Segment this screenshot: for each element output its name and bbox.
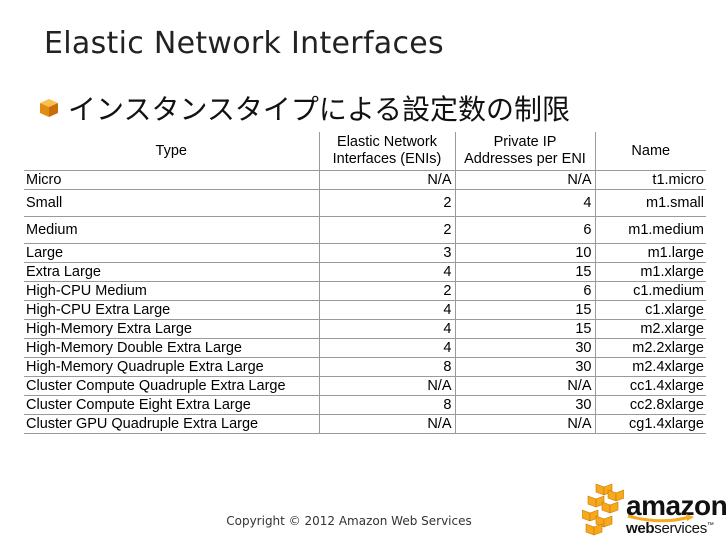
cell-type: Micro — [24, 170, 320, 190]
cell-ips: 30 — [455, 357, 596, 377]
cell-enis: 2 — [319, 216, 456, 244]
header-ips: Private IP Addresses per ENI — [454, 132, 596, 171]
table-row: High-Memory Double Extra Large 4 30 m2.2… — [24, 338, 706, 358]
table-row: High-Memory Quadruple Extra Large 8 30 m… — [24, 357, 706, 377]
cell-ips: N/A — [455, 170, 596, 190]
cell-type: Small — [24, 189, 320, 217]
table-row: High-CPU Extra Large 4 15 c1.xlarge — [24, 300, 706, 320]
cell-name: cc1.4xlarge — [595, 376, 706, 396]
cell-enis: 4 — [319, 319, 456, 339]
logo-sub-services: services — [654, 520, 707, 537]
cell-enis: 4 — [319, 300, 456, 320]
cell-enis: 2 — [319, 189, 456, 217]
table-row: Cluster Compute Eight Extra Large 8 30 c… — [24, 395, 706, 415]
smile-arrow-icon — [627, 514, 694, 523]
table-row: Small 2 4 m1.small — [24, 189, 706, 217]
cell-enis: N/A — [319, 414, 456, 434]
table-header-row: Type Elastic Network Interfaces (ENIs) P… — [24, 132, 706, 171]
bullet-text: インスタンスタイプによる設定数の制限 — [68, 93, 571, 126]
cell-type: Large — [24, 243, 320, 263]
logo-sub-web: web — [626, 520, 655, 537]
table-row: High-Memory Extra Large 4 15 m2.xlarge — [24, 319, 706, 339]
cell-ips: N/A — [455, 414, 596, 434]
copyright-footer: Copyright © 2012 Amazon Web Services — [226, 514, 472, 528]
cell-name: m1.xlarge — [595, 262, 706, 282]
logo-tm: ™ — [706, 522, 714, 529]
cell-name: m1.large — [595, 243, 706, 263]
cell-ips: 30 — [455, 395, 596, 415]
cell-ips: 6 — [455, 216, 596, 244]
cell-name: c1.xlarge — [595, 300, 706, 320]
cell-ips: 30 — [455, 338, 596, 358]
cell-type: High-CPU Medium — [24, 281, 320, 301]
cell-type: High-CPU Extra Large — [24, 300, 320, 320]
cell-name: m1.medium — [595, 216, 706, 244]
cube-bullet-icon — [40, 99, 58, 117]
table-row: Medium 2 6 m1.medium — [24, 216, 706, 244]
cell-name: cc2.8xlarge — [595, 395, 706, 415]
aws-boxes-icon — [582, 483, 624, 536]
cell-name: cg1.4xlarge — [595, 414, 706, 434]
cell-enis: 2 — [319, 281, 456, 301]
cell-type: High-Memory Quadruple Extra Large — [24, 357, 320, 377]
cell-ips: 15 — [455, 319, 596, 339]
header-ips-line2: Addresses per ENI — [464, 151, 586, 167]
cell-ips: 6 — [455, 281, 596, 301]
aws-logo: amazon webservices™ — [582, 478, 728, 542]
cell-type: Medium — [24, 216, 320, 244]
cell-enis: 8 — [319, 357, 456, 377]
header-type: Type — [24, 132, 320, 171]
cell-enis: 3 — [319, 243, 456, 263]
header-enis-line1: Elastic Network — [337, 134, 437, 150]
cell-ips: N/A — [455, 376, 596, 396]
cell-name: t1.micro — [595, 170, 706, 190]
cell-enis: 8 — [319, 395, 456, 415]
table-row: Large 3 10 m1.large — [24, 243, 706, 263]
cell-type: High-Memory Extra Large — [24, 319, 320, 339]
instance-limits-table: Type Elastic Network Interfaces (ENIs) P… — [24, 132, 706, 434]
cell-enis: N/A — [319, 376, 456, 396]
cell-ips: 4 — [455, 189, 596, 217]
webservices-wordmark: webservices™ — [626, 520, 714, 537]
cell-enis: 4 — [319, 262, 456, 282]
cell-type: Cluster Compute Quadruple Extra Large — [24, 376, 320, 396]
cell-name: m2.2xlarge — [595, 338, 706, 358]
header-ips-line1: Private IP — [493, 134, 557, 150]
bullet-point: インスタンスタイプによる設定数の制限 — [38, 88, 570, 128]
table-row: Cluster GPU Quadruple Extra Large N/A N/… — [24, 414, 706, 434]
cell-name: c1.medium — [595, 281, 706, 301]
slide-title: Elastic Network Interfaces — [44, 26, 444, 61]
cell-ips: 10 — [455, 243, 596, 263]
cell-type: Extra Large — [24, 262, 320, 282]
cell-name: m1.small — [595, 189, 706, 217]
cell-name: m2.4xlarge — [595, 357, 706, 377]
header-name: Name — [594, 132, 706, 171]
cell-type: Cluster Compute Eight Extra Large — [24, 395, 320, 415]
cell-ips: 15 — [455, 262, 596, 282]
cell-name: m2.xlarge — [595, 319, 706, 339]
table-row: Extra Large 4 15 m1.xlarge — [24, 262, 706, 282]
amazon-wordmark: amazon — [626, 490, 728, 521]
header-enis: Elastic Network Interfaces (ENIs) — [318, 132, 456, 171]
table-row: Cluster Compute Quadruple Extra Large N/… — [24, 376, 706, 396]
cell-type: High-Memory Double Extra Large — [24, 338, 320, 358]
cell-enis: 4 — [319, 338, 456, 358]
cell-type: Cluster GPU Quadruple Extra Large — [24, 414, 320, 434]
cell-enis: N/A — [319, 170, 456, 190]
header-enis-line2: Interfaces (ENIs) — [332, 151, 442, 167]
cell-ips: 15 — [455, 300, 596, 320]
table-row: Micro N/A N/A t1.micro — [24, 170, 706, 190]
table-row: High-CPU Medium 2 6 c1.medium — [24, 281, 706, 301]
